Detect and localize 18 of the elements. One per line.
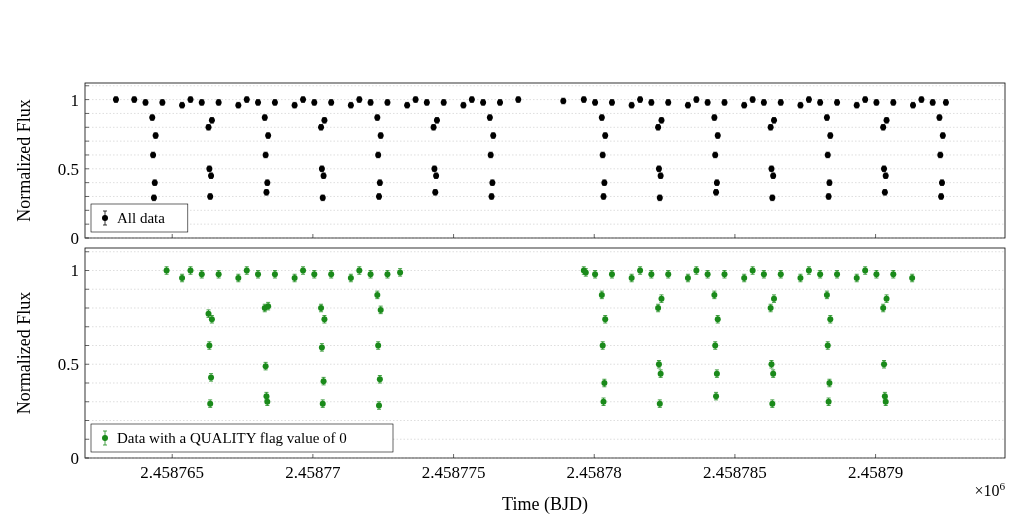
x-axis-title: Time (BJD) [502, 494, 588, 515]
x-tick-label: 2.45879 [847, 463, 904, 482]
legend-label: All data [117, 210, 166, 227]
x-tick-label: 2.45877 [285, 463, 342, 482]
y-tick-label: 0 [70, 228, 79, 248]
x-tick-label: 2.45878 [566, 463, 622, 482]
x-tick-label: 2.458785 [703, 463, 767, 482]
x-tick-label: 2.458765 [140, 463, 205, 482]
x-tick-label: 2.458775 [421, 463, 486, 482]
y-tick-label: 1 [70, 90, 79, 110]
y-tick-label: 0 [70, 448, 79, 468]
y-tick-label: 1 [70, 261, 79, 281]
y-axis-title: Normalized Flux [14, 291, 34, 415]
legend-label: Data with a QUALITY flag value of 0 [117, 430, 347, 447]
text: ×10$^{6}$ [974, 480, 1006, 499]
y-tick-label: 0.5 [57, 355, 79, 375]
y-tick-label: 0.5 [57, 159, 79, 179]
y-axis-title: Normalized Flux [14, 99, 34, 222]
